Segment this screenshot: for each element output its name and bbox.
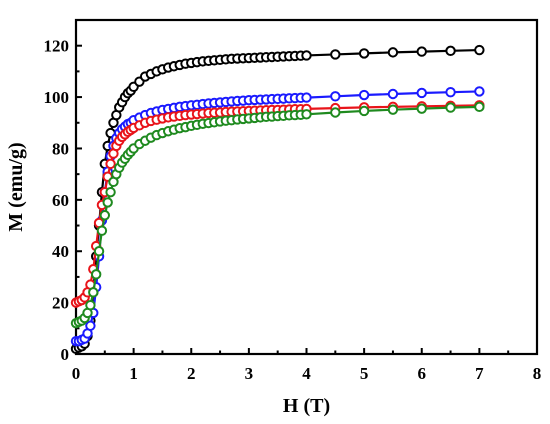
y-tick-label: 0: [61, 345, 70, 364]
data-point: [90, 269, 102, 280]
data-point: [85, 320, 96, 331]
y-tick-label: 100: [44, 88, 70, 107]
data-point: [387, 104, 399, 115]
series-3: [70, 100, 485, 308]
data-point: [102, 197, 113, 208]
x-tick-label: 8: [533, 364, 542, 383]
data-point: [416, 103, 427, 114]
data-point: [301, 50, 312, 61]
y-tick-label: 40: [52, 242, 69, 261]
y-tick-label: 80: [52, 139, 69, 158]
series-4: [70, 101, 485, 329]
data-point: [330, 91, 341, 102]
x-tick-label: 2: [187, 364, 196, 383]
data-point: [93, 246, 105, 257]
data-point: [416, 87, 427, 99]
x-tick-label: 0: [72, 364, 81, 383]
x-tick-label: 3: [245, 364, 254, 383]
data-point: [474, 86, 485, 97]
data-point: [387, 88, 399, 100]
data-point: [445, 45, 456, 57]
plot-frame: [74, 18, 539, 356]
data-point: [330, 49, 341, 60]
data-point: [330, 107, 341, 118]
data-point: [474, 44, 485, 56]
series-line: [75, 105, 480, 325]
series-1: [70, 44, 485, 355]
data-point: [99, 210, 111, 221]
x-axis-title: H (T): [283, 395, 330, 417]
data-point: [88, 287, 99, 298]
data-point: [96, 225, 108, 236]
data-point: [474, 101, 485, 113]
data-point: [445, 102, 456, 113]
data-point: [301, 109, 312, 120]
data-point: [445, 86, 456, 98]
data-point: [105, 186, 116, 198]
y-tick-label: 20: [52, 294, 69, 313]
y-tick-label: 60: [52, 191, 69, 210]
data-point: [358, 48, 370, 59]
x-tick-label: 1: [129, 364, 138, 383]
data-point: [85, 299, 96, 311]
data-point: [358, 105, 370, 117]
data-point: [387, 47, 399, 58]
x-tick-label: 7: [475, 364, 484, 383]
data-point: [105, 158, 116, 170]
data-point: [358, 89, 370, 101]
x-tick-label: 5: [360, 364, 369, 383]
y-tick-label: 120: [44, 37, 70, 56]
x-tick-label: 4: [302, 364, 311, 383]
data-point: [301, 92, 312, 103]
x-tick-label: 6: [418, 364, 427, 383]
data-point: [416, 46, 427, 57]
y-axis-title: M (emu/g): [5, 142, 27, 231]
series-line: [75, 104, 480, 304]
series-group: [70, 44, 485, 355]
